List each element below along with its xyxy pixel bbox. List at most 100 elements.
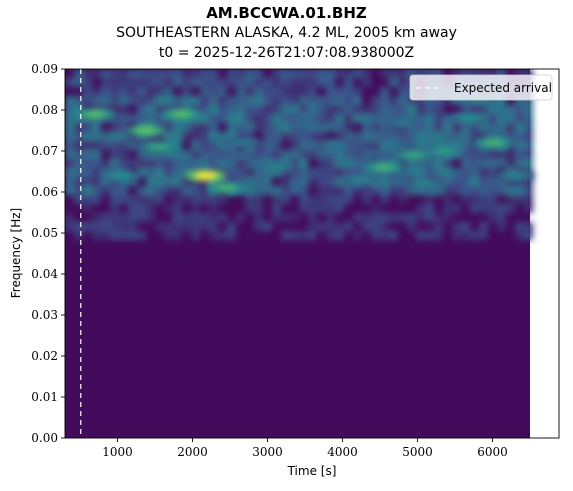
heatmap-cell (74, 96, 83, 105)
heatmap-cell (290, 159, 299, 168)
heatmap-cell (83, 69, 92, 78)
heatmap-cell (461, 186, 470, 195)
heatmap-cell (425, 159, 434, 168)
heatmap-cell (425, 141, 434, 150)
heatmap-cell (290, 69, 299, 78)
heatmap-cell (218, 150, 227, 159)
heatmap-cell (443, 195, 452, 204)
heatmap-cell (524, 96, 533, 105)
heatmap-cell (227, 150, 236, 159)
heatmap-cell (254, 159, 263, 168)
heatmap-cell (83, 159, 92, 168)
heatmap-cell (335, 231, 344, 240)
heatmap-cell (119, 132, 128, 141)
heatmap-cell (245, 132, 254, 141)
heatmap-cell (443, 123, 452, 132)
heatmap-cell (281, 78, 290, 87)
heatmap-cell (488, 123, 497, 132)
heatmap-cell (182, 132, 191, 141)
heatmap-cell (218, 114, 227, 123)
heatmap-cell (470, 168, 479, 177)
heatmap-cell (101, 177, 110, 186)
heatmap-cell (110, 204, 119, 213)
heatmap-cell (146, 87, 155, 96)
heatmap-cell (191, 69, 200, 78)
heatmap-cell (470, 195, 479, 204)
heatmap-cell (101, 186, 110, 195)
heatmap-cell (254, 168, 263, 177)
hotspot (403, 151, 424, 159)
heatmap-cell (389, 150, 398, 159)
heatmap-cell (407, 186, 416, 195)
heatmap-cell (335, 222, 344, 231)
heatmap-cell (272, 132, 281, 141)
heatmap-cell (353, 141, 362, 150)
heatmap-cell (308, 150, 317, 159)
heatmap-cell (137, 114, 146, 123)
heatmap-cell (416, 168, 425, 177)
heatmap-cell (227, 159, 236, 168)
y-tick-label: 0.08 (31, 103, 58, 117)
heatmap-cell (146, 150, 155, 159)
heatmap-cell (371, 231, 380, 240)
heatmap-cell (272, 150, 281, 159)
hotspot (265, 163, 285, 171)
heatmap-cell (407, 105, 416, 114)
heatmap-cell (497, 96, 506, 105)
heatmap-cell (65, 114, 74, 123)
heatmap-cell (173, 177, 182, 186)
heatmap-cell (146, 96, 155, 105)
heatmap-cell (479, 195, 488, 204)
heatmap-cell (245, 150, 254, 159)
y-tick-label: 0.06 (31, 185, 58, 199)
heatmap-cell (407, 132, 416, 141)
heatmap-cell (398, 213, 407, 222)
heatmap-cell (209, 195, 218, 204)
heatmap-cell (362, 123, 371, 132)
heatmap-cell (308, 213, 317, 222)
heatmap-cell (65, 159, 74, 168)
heatmap-cell (326, 177, 335, 186)
heatmap-cell (92, 141, 101, 150)
heatmap-cell (434, 114, 443, 123)
heatmap-cell (488, 114, 497, 123)
heatmap-cell (524, 141, 533, 150)
heatmap-cell (434, 96, 443, 105)
heatmap-cell (272, 141, 281, 150)
heatmap-cell (155, 177, 164, 186)
heatmap-cell (308, 123, 317, 132)
heatmap-cell (299, 96, 308, 105)
heatmap-cell (452, 123, 461, 132)
heatmap-cell (497, 69, 506, 78)
heatmap-cell (326, 186, 335, 195)
heatmap-cell (290, 87, 299, 96)
heatmap-cell (110, 96, 119, 105)
heatmap-cell (461, 177, 470, 186)
heatmap-cell (236, 159, 245, 168)
heatmap-cell (434, 132, 443, 141)
heatmap-cell (479, 168, 488, 177)
heatmap-cell (92, 96, 101, 105)
heatmap-cell (452, 132, 461, 141)
heatmap-cell (263, 132, 272, 141)
heatmap-cell (353, 96, 362, 105)
heatmap-cell (182, 213, 191, 222)
heatmap-cell (200, 105, 209, 114)
heatmap-cell (110, 159, 119, 168)
heatmap-cell (515, 159, 524, 168)
heatmap-cell (272, 87, 281, 96)
heatmap-cell (254, 114, 263, 123)
heatmap-cell (416, 69, 425, 78)
heatmap-cell (164, 159, 173, 168)
heatmap-cell (227, 132, 236, 141)
heatmap-cell (290, 105, 299, 114)
heatmap-cell (380, 186, 389, 195)
heatmap-cell (506, 132, 515, 141)
heatmap-cell (281, 96, 290, 105)
hotspot (148, 143, 169, 151)
heatmap-cell (416, 231, 425, 240)
heatmap-cell (488, 105, 497, 114)
heatmap-cell (353, 150, 362, 159)
heatmap-cell (407, 222, 416, 231)
heatmap-cell (245, 159, 254, 168)
